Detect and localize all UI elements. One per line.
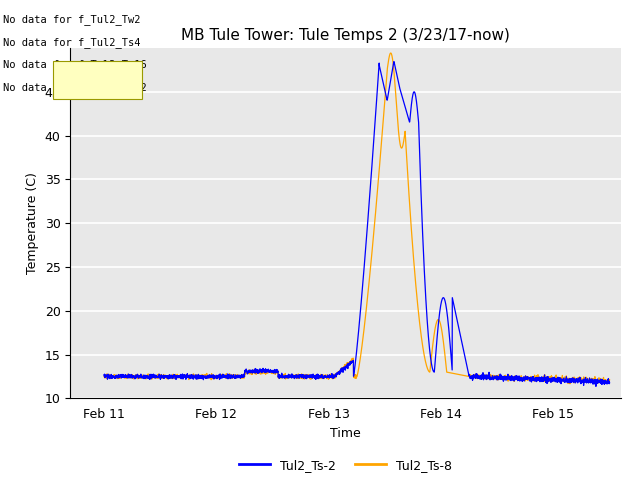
Tul2_Ts-8 [100, 374, 108, 380]
Tul2_Ts-8 [605, 377, 613, 383]
Y-axis label: Temperature (C): Temperature (C) [26, 172, 39, 274]
Line: Tul2_Ts-8: Tul2_Ts-8 [104, 53, 609, 384]
Tul2_Ts-2 [605, 380, 613, 385]
Tul2_Ts-2 [294, 373, 302, 379]
Text: — MB_Ts3ε: — MB_Ts3ε [61, 82, 114, 93]
Text: No data for f_Tul2_Ts4: No data for f_Tul2_Ts4 [3, 37, 141, 48]
Tul2_Ts-2 [596, 377, 604, 383]
Tul2_Ts-8 [188, 374, 196, 380]
Tul2_Ts-8 [566, 381, 574, 386]
Tul2_Ts-2 [541, 376, 549, 382]
Text: — Tul2_Ts16: — Tul2_Ts16 [61, 67, 125, 78]
Title: MB Tule Tower: Tule Temps 2 (3/23/17-now): MB Tule Tower: Tule Temps 2 (3/23/17-now… [181, 28, 510, 43]
Tul2_Ts-8 [387, 50, 395, 56]
Tul2_Ts-8 [541, 378, 549, 384]
Line: Tul2_Ts-2: Tul2_Ts-2 [104, 61, 609, 386]
Legend: Tul2_Ts-2, Tul2_Ts-8: Tul2_Ts-2, Tul2_Ts-8 [234, 454, 457, 477]
Tul2_Ts-2 [592, 384, 600, 389]
Text: No data for f_Tul2_Ts32: No data for f_Tul2_Ts32 [3, 82, 147, 93]
Tul2_Ts-2 [100, 372, 108, 378]
Text: No data for f_Tul2_Ts16: No data for f_Tul2_Ts16 [3, 60, 147, 71]
Tul2_Ts-2 [390, 59, 397, 64]
Tul2_Ts-8 [596, 375, 604, 381]
Tul2_Ts-2 [188, 374, 196, 380]
Tul2_Ts-8 [316, 374, 324, 380]
Text: No data for f_Tul2_Tw2: No data for f_Tul2_Tw2 [3, 14, 141, 25]
Tul2_Ts-8 [158, 373, 166, 379]
Tul2_Ts-8 [294, 372, 302, 378]
X-axis label: Time: Time [330, 427, 361, 440]
Tul2_Ts-2 [316, 374, 324, 380]
Tul2_Ts-2 [158, 374, 166, 380]
